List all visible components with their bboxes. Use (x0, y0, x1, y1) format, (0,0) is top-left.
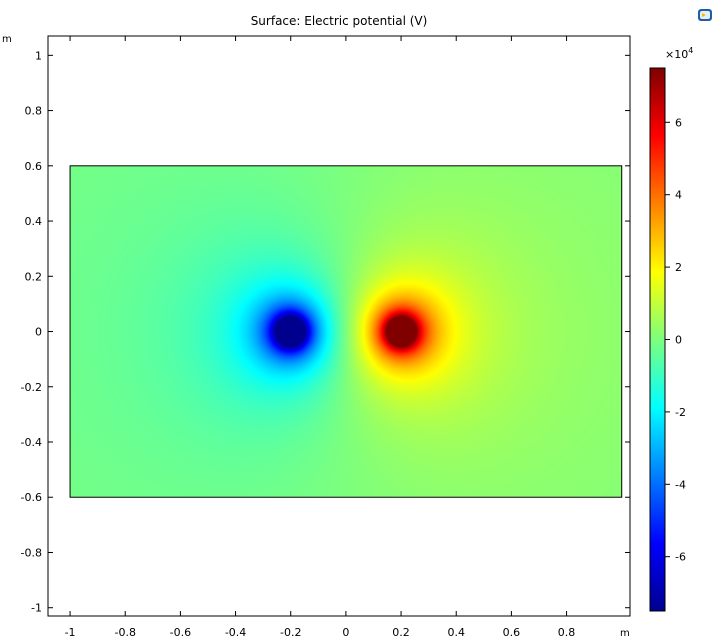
x-tick-label: -0.8 (114, 626, 135, 639)
y-tick-label: -0.4 (21, 436, 42, 449)
x-tick-label: -0.2 (280, 626, 301, 639)
x-tick-label: -0.4 (225, 626, 246, 639)
colorbar-tick-label: -4 (675, 478, 686, 491)
colorbar-tick-label: -2 (675, 406, 686, 419)
app-logo-icon (698, 9, 712, 21)
x-tick-label: 0.4 (447, 626, 465, 639)
x-tick-label: 0.2 (392, 626, 410, 639)
y-tick-label: 0.8 (25, 105, 43, 118)
y-tick-label: -1 (31, 602, 42, 615)
colorbar-tick-label: 6 (675, 116, 682, 129)
y-tick-label: -0.8 (21, 546, 42, 559)
colorbar-tick-label: 4 (675, 189, 682, 202)
x-unit-label: m (620, 628, 630, 639)
potential-surface (70, 165, 622, 498)
colorbar-tick-label: 2 (675, 261, 682, 274)
y-tick-label: -0.2 (21, 381, 42, 394)
x-axis: -1 -0.8 -0.6 -0.4 -0.2 0 0.2 0.4 0.6 0.8 (65, 36, 576, 639)
x-tick-label: 0.8 (558, 626, 576, 639)
y-tick-label: -0.6 (21, 491, 42, 504)
chart-title: Surface: Electric potential (V) (251, 14, 428, 28)
y-tick-label: 0.4 (25, 215, 43, 228)
y-unit-label: m (2, 34, 12, 45)
y-tick-label: 0.6 (25, 160, 43, 173)
colorbar-exponent: ×104 (665, 46, 693, 61)
x-tick-label: -1 (65, 626, 76, 639)
colorbar-tick-label: -6 (675, 551, 686, 564)
y-axis: -1 -0.8 -0.6 -0.4 -0.2 0 0.2 0.4 0.6 0.8 1 (21, 49, 630, 615)
y-tick-label: 0 (35, 326, 42, 339)
y-tick-label: 1 (35, 49, 42, 62)
colorbar-ticks: 6 4 2 0 -2 -4 -6 (665, 116, 686, 564)
x-tick-label: -0.6 (170, 626, 191, 639)
colorbar (649, 67, 666, 612)
x-tick-label: 0 (342, 626, 349, 639)
colorbar-tick-label: 0 (675, 334, 682, 347)
x-tick-label: 0.6 (503, 626, 521, 639)
y-tick-label: 0.2 (25, 270, 43, 283)
domain-border (69, 165, 623, 498)
